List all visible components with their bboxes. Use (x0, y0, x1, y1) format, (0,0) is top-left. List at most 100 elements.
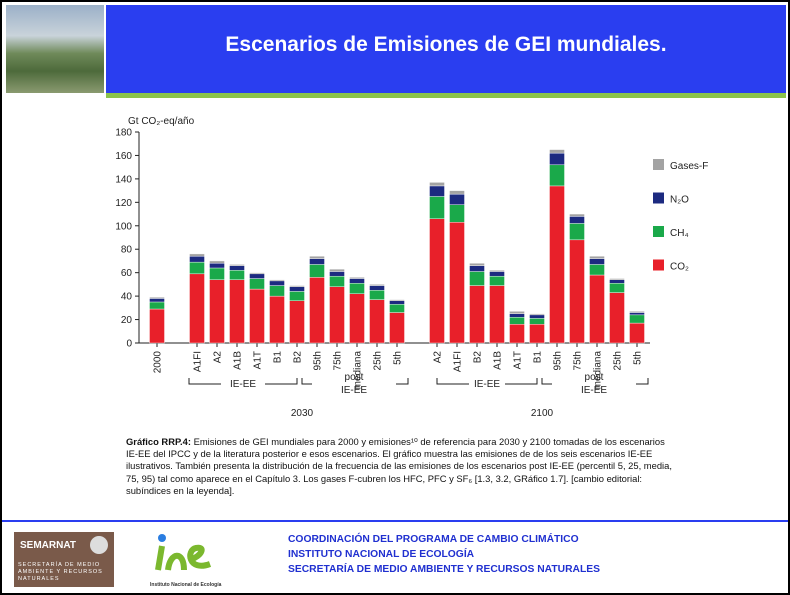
bar-segment (230, 280, 245, 343)
bar-segment (210, 268, 225, 280)
y-tick-label: 180 (115, 128, 132, 139)
emblem (90, 536, 108, 554)
bar-segment (630, 313, 645, 315)
bar-segment (550, 186, 565, 343)
bar-segment (390, 301, 405, 305)
bar-segment (370, 300, 385, 343)
bar-segment (370, 290, 385, 299)
y-tick-label: 0 (126, 339, 132, 350)
bar-segment (390, 300, 405, 301)
bar-segment (250, 273, 265, 274)
ine-mark (150, 532, 230, 577)
year-label: 2030 (291, 408, 314, 419)
bar-segment (330, 271, 345, 276)
footer-line: SECRETARÍA DE MEDIO AMBIENTE Y RECURSOS … (288, 562, 600, 577)
bar-segment (190, 254, 205, 256)
x-tick-label: A1T (513, 351, 524, 369)
group-label: IE-EE (474, 379, 500, 390)
legend-label: CO₂ (670, 262, 689, 273)
bar-segment (510, 311, 525, 313)
x-tick-label: A1FI (453, 351, 464, 372)
bar-segment (430, 182, 445, 186)
bar-segment (310, 264, 325, 277)
bar-segment (190, 262, 205, 274)
x-tick-label: A2 (433, 351, 444, 364)
x-tick-label: 5th (633, 351, 644, 365)
bar-segment (610, 279, 625, 280)
group-brackets (189, 378, 648, 384)
bar-segment (230, 270, 245, 279)
bar-segment (350, 279, 365, 284)
x-tick-label: A1B (493, 351, 504, 370)
bar-segment (390, 313, 405, 343)
y-tick-label: 120 (115, 198, 132, 209)
y-tick-label: 60 (121, 268, 133, 279)
ine-logo: Instituto Nacional de Ecología (150, 532, 230, 587)
bar-segment (290, 287, 305, 292)
bar-segment (450, 222, 465, 343)
chart: Gt CO₂-eq/año IE-EE post IE-EE 2030 IE-E… (2, 2, 788, 432)
x-tick-label: A1FI (193, 351, 204, 372)
bar-segment (430, 219, 445, 343)
bar-segment (230, 266, 245, 271)
bar-segment (510, 317, 525, 324)
x-tick-label: 2000 (153, 351, 164, 374)
y-tick-label: 40 (121, 292, 133, 303)
bar-segment (230, 264, 245, 265)
bar-segment (310, 277, 325, 343)
x-tick-label: 75th (573, 351, 584, 370)
legend-label: CH₄ (670, 228, 689, 239)
slide: Escenarios de Emisiones de GEI mundiales… (0, 0, 790, 595)
y-tick-label: 80 (121, 245, 133, 256)
x-tick-label: A1B (233, 351, 244, 370)
bar-segment (490, 270, 505, 271)
x-tick-label: A2 (213, 351, 224, 364)
bar-segment (330, 269, 345, 271)
year-label: 2100 (531, 408, 554, 419)
footer-line: INSTITUTO NACIONAL DE ECOLOGÍA (288, 547, 600, 562)
x-tick-label: A1T (253, 351, 264, 369)
bar-segment (470, 266, 485, 272)
bar-segment (350, 283, 365, 294)
legend-swatch (653, 260, 664, 271)
bar-segment (490, 271, 505, 276)
caption-text: Emisiones de GEI mundiales para 2000 y e… (126, 436, 672, 496)
bar-segment (530, 314, 545, 315)
bar-segment (470, 271, 485, 285)
bar-segment (430, 186, 445, 197)
x-tick-label: B2 (473, 351, 484, 364)
bar-segment (450, 191, 465, 195)
x-tick-label: mediana (593, 351, 604, 390)
bar-segment (470, 286, 485, 343)
bar-segment (330, 287, 345, 343)
bar-segment (590, 275, 605, 343)
bar-segment (210, 263, 225, 268)
x-tick-label: 95th (553, 351, 564, 370)
bar-segment (310, 259, 325, 265)
y-tick-label: 20 (121, 315, 133, 326)
bar-segment (270, 296, 285, 343)
bar-segment (350, 294, 365, 343)
bar-segment (150, 302, 165, 309)
bar-segment (150, 298, 165, 302)
bar-segment (250, 289, 265, 343)
x-tick-label: mediana (353, 351, 364, 390)
bar-segment (510, 314, 525, 318)
bar-segment (610, 280, 625, 284)
bar-segment (430, 196, 445, 218)
bar-segment (450, 205, 465, 223)
x-tick-label: B1 (273, 351, 284, 364)
bar-segment (570, 216, 585, 223)
bar-segment (250, 279, 265, 290)
bar-segment (450, 194, 465, 205)
x-tick-label: B2 (293, 351, 304, 364)
semarnat-sub: SECRETARÍA DE MEDIO AMBIENTE Y RECURSOS … (18, 562, 108, 583)
legend-swatch (653, 226, 664, 237)
bar-segment (630, 323, 645, 343)
bar-segment (150, 297, 165, 298)
semarnat-name: SEMARNAT (20, 540, 76, 551)
x-tick-label: 25th (373, 351, 384, 370)
y-tick-label: 140 (115, 174, 132, 185)
x-tick-label: B1 (533, 351, 544, 364)
bar-segment (290, 286, 305, 287)
